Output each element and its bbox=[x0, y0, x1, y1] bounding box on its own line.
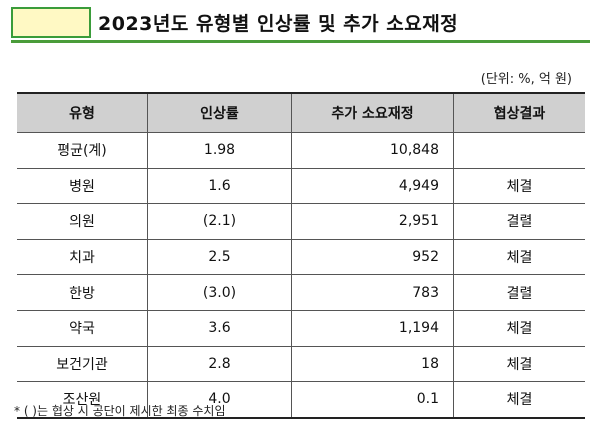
cell-result: 결렬 bbox=[453, 203, 585, 240]
header-type: 유형 bbox=[17, 92, 148, 133]
cell-type: 한방 bbox=[17, 274, 148, 311]
cell-result bbox=[453, 132, 585, 169]
table-row: 약국 3.6 1,194 체결 bbox=[17, 310, 585, 347]
cell-type: 조산원 bbox=[17, 381, 148, 419]
page-title: 2023년도 유형별 인상률 및 추가 소요재정 bbox=[98, 13, 459, 35]
cell-type: 치과 bbox=[17, 239, 148, 276]
cell-result: 체결 bbox=[453, 346, 585, 383]
title-marker-box bbox=[11, 7, 91, 38]
cell-rate: (3.0) bbox=[147, 274, 292, 311]
rate-table: 유형 인상률 추가 소요재정 협상결과 평균(계) 1.98 10,848 병원… bbox=[17, 92, 585, 419]
cell-result: 체결 bbox=[453, 310, 585, 347]
cell-rate: (2.1) bbox=[147, 203, 292, 240]
cell-budget: 4,949 bbox=[291, 168, 454, 205]
table-header-row: 유형 인상률 추가 소요재정 협상결과 bbox=[17, 92, 585, 133]
table-row: 치과 2.5 952 체결 bbox=[17, 239, 585, 276]
cell-rate: 3.6 bbox=[147, 310, 292, 347]
cell-type: 약국 bbox=[17, 310, 148, 347]
cell-type: 평균(계) bbox=[17, 132, 148, 169]
table-row: 병원 1.6 4,949 체결 bbox=[17, 168, 585, 205]
header-budget: 추가 소요재정 bbox=[291, 92, 454, 133]
cell-result: 체결 bbox=[453, 381, 585, 419]
cell-rate: 2.8 bbox=[147, 346, 292, 383]
table-row: 한방 (3.0) 783 결렬 bbox=[17, 274, 585, 311]
header-rate: 인상률 bbox=[147, 92, 292, 133]
table-row: 보건기관 2.8 18 체결 bbox=[17, 346, 585, 383]
cell-budget: 0.1 bbox=[291, 381, 454, 419]
cell-budget: 1,194 bbox=[291, 310, 454, 347]
cell-rate: 2.5 bbox=[147, 239, 292, 276]
cell-budget: 2,951 bbox=[291, 203, 454, 240]
table-row: 조산원 4.0 0.1 체결 bbox=[17, 381, 585, 419]
cell-budget: 952 bbox=[291, 239, 454, 276]
cell-type: 의원 bbox=[17, 203, 148, 240]
cell-type: 병원 bbox=[17, 168, 148, 205]
cell-rate: 4.0 bbox=[147, 381, 292, 419]
header-result: 협상결과 bbox=[453, 92, 585, 133]
cell-result: 결렬 bbox=[453, 274, 585, 311]
cell-budget: 18 bbox=[291, 346, 454, 383]
cell-budget: 783 bbox=[291, 274, 454, 311]
table-row: 평균(계) 1.98 10,848 bbox=[17, 132, 585, 169]
cell-rate: 1.6 bbox=[147, 168, 292, 205]
cell-result: 체결 bbox=[453, 168, 585, 205]
cell-budget: 10,848 bbox=[291, 132, 454, 169]
cell-type: 보건기관 bbox=[17, 346, 148, 383]
cell-rate: 1.98 bbox=[147, 132, 292, 169]
unit-note: (단위: %, 억 원) bbox=[480, 72, 572, 87]
footnote: * ( )는 협상 시 공단이 제시한 최종 수치임 bbox=[14, 404, 226, 418]
table-row: 의원 (2.1) 2,951 결렬 bbox=[17, 203, 585, 240]
cell-result: 체결 bbox=[453, 239, 585, 276]
title-underline bbox=[11, 40, 590, 43]
